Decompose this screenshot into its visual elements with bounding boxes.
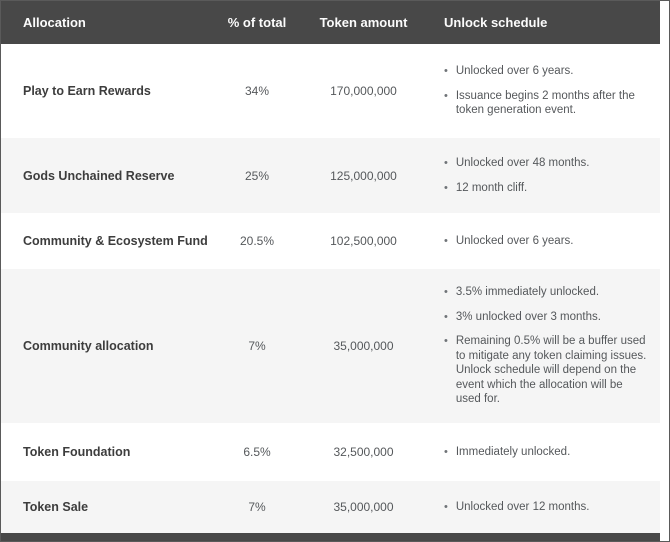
percent-cell: 7% (248, 339, 266, 353)
schedule-text: 3% unlocked over 3 months. (455, 310, 601, 323)
column-header-allocation: Allocation (23, 15, 86, 30)
bullet-icon: • (444, 500, 448, 513)
bullet-icon: • (444, 157, 448, 169)
column-header-amount: Token amount (319, 15, 408, 30)
schedule-bullet: • Unlocked over 12 months. (444, 500, 650, 515)
schedule-cell: • Immediately unlocked. (436, 440, 660, 465)
percent-cell: 7% (248, 500, 266, 514)
schedule-text: Unlocked over 6 years. (455, 234, 574, 247)
bullet-icon: • (444, 234, 448, 247)
allocation-cell: Community & Ecosystem Fund (23, 234, 208, 248)
next-section-header-edge (1, 533, 660, 541)
schedule-bullet: • Issuance begins 2 months after the tok… (444, 89, 650, 118)
percent-cell: 25% (244, 168, 270, 183)
bullet-icon: • (444, 65, 448, 78)
schedule-cell: • Unlocked over 48 months. • 12 month cl… (436, 151, 660, 200)
amount-cell: 102,500,000 (330, 234, 397, 248)
schedule-bullet: • Immediately unlocked. (444, 445, 650, 460)
percent-cell: 34% (244, 84, 270, 98)
schedule-bullet: • Unlocked over 6 years. (444, 64, 650, 79)
schedule-text: 12 month cliff. (455, 181, 528, 194)
amount-cell: 32,500,000 (333, 445, 394, 459)
schedule-cell: • Unlocked over 6 years. • Issuance begi… (436, 59, 660, 123)
amount-cell: 125,000,000 (330, 168, 397, 183)
bullet-icon: • (444, 310, 448, 323)
table-header: Allocation % of total Token amount Unloc… (1, 1, 660, 44)
schedule-text: Unlocked over 48 months. (455, 157, 590, 169)
schedule-text: 3.5% immediately unlocked. (455, 286, 600, 299)
schedule-bullet: • 3.5% immediately unlocked. (444, 285, 650, 300)
amount-cell: 35,000,000 (333, 339, 394, 353)
schedule-bullet: • Unlocked over 6 years. (444, 234, 650, 249)
bullet-icon: • (444, 89, 448, 102)
schedule-bullet: • 3% unlocked over 3 months. (444, 310, 650, 325)
allocation-cell: Token Sale (23, 500, 89, 514)
schedule-text: Remaining 0.5% will be a buffer used to … (455, 335, 647, 406)
allocation-cell: Community allocation (23, 339, 154, 353)
bullet-icon: • (444, 335, 448, 348)
percent-cell: 20.5% (239, 234, 275, 248)
bullet-icon: • (444, 445, 448, 458)
schedule-text: Issuance begins 2 months after the token… (455, 89, 635, 117)
table-row: Community & Ecosystem Fund 20.5% 102,500… (1, 213, 660, 269)
bullet-icon: • (444, 181, 448, 194)
table-row: Community allocation 7% 35,000,000 • 3.5… (1, 269, 660, 423)
column-header-percent: % of total (227, 15, 287, 30)
allocation-cell: Play to Earn Rewards (23, 84, 151, 98)
schedule-bullet: • 12 month cliff. (444, 181, 650, 196)
column-header-schedule: Unlock schedule (444, 15, 548, 30)
schedule-cell: • Unlocked over 12 months. (436, 495, 660, 520)
allocation-cell: Token Foundation (23, 445, 131, 459)
schedule-text: Unlocked over 12 months. (455, 500, 590, 513)
percent-cell: 6.5% (243, 445, 271, 459)
table-content: Allocation % of total Token amount Unloc… (1, 1, 660, 541)
table-row: Token Sale 7% 35,000,000 • Unlocked over… (1, 481, 660, 533)
amount-cell: 35,000,000 (333, 500, 394, 514)
table-row: Token Foundation 6.5% 32,500,000 • Immed… (1, 423, 660, 481)
amount-cell: 170,000,000 (330, 84, 397, 98)
table-row: Gods Unchained Reserve 25% 125,000,000 •… (1, 138, 660, 213)
schedule-cell: • 3.5% immediately unlocked. • 3% unlock… (436, 280, 660, 412)
table-row: Play to Earn Rewards 34% 170,000,000 • U… (1, 44, 660, 138)
allocation-cell: Gods Unchained Reserve (23, 168, 175, 183)
schedule-cell: • Unlocked over 6 years. (436, 229, 660, 254)
schedule-text: Unlocked over 6 years. (455, 65, 574, 78)
schedule-bullet: • Unlocked over 48 months. (444, 156, 650, 171)
schedule-bullet: • Remaining 0.5% will be a buffer used t… (444, 334, 650, 407)
schedule-text: Immediately unlocked. (455, 445, 571, 458)
bullet-icon: • (444, 286, 448, 299)
